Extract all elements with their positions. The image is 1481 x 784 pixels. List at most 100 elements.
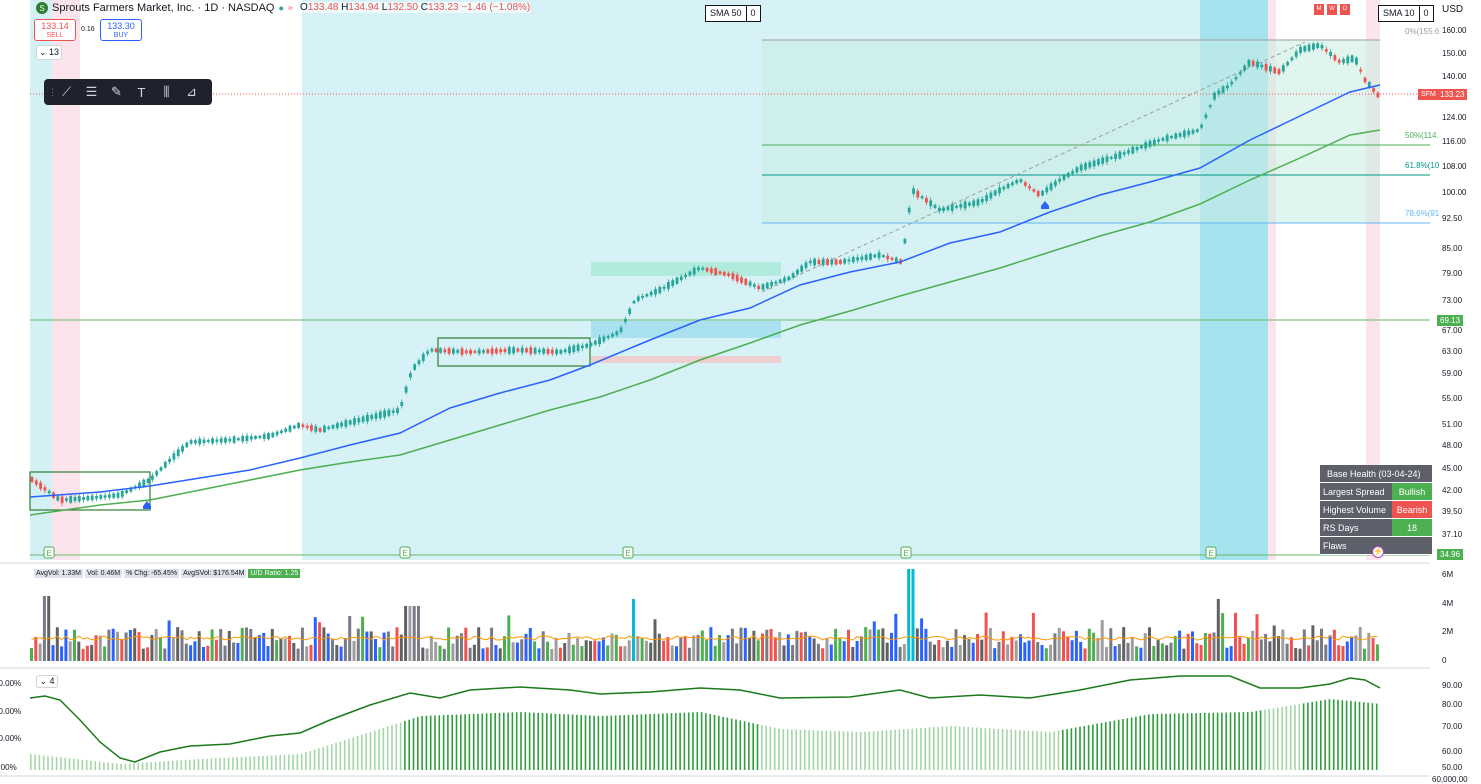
volume-bar [399,634,403,661]
candle-body [159,467,163,471]
volume-bar [468,647,472,661]
base-box-0[interactable] [29,471,151,511]
drag-handle-icon[interactable]: ⋮ [48,87,57,97]
rs-bar [391,725,393,770]
rs-bar [911,728,914,770]
candle-body [1041,190,1044,196]
earnings-marker-icon[interactable] [399,546,411,559]
rs-bar [249,756,251,770]
candle-body [404,386,408,393]
price-axis[interactable]: 160.00 150.00 140.00 124.00 116.00 108.00 100.… [1430,0,1481,560]
rs-bar [498,712,501,770]
candle-body [327,426,331,429]
candle-body [882,255,885,258]
base-box-1[interactable] [437,337,591,367]
rs-bar [477,713,479,770]
candle-body [632,300,636,304]
indicators-collapse-button[interactable]: ⌄ 13 [36,45,62,60]
candle-body [456,349,460,353]
candle-body [30,477,34,482]
candle-body [585,343,589,348]
rs-bar [236,757,238,770]
trend-line[interactable] [761,41,1306,293]
volume-bar [877,629,881,661]
currency-label[interactable]: USD [1442,4,1464,15]
earnings-marker-icon[interactable] [900,546,912,559]
volume-bar [692,635,696,661]
volume-bar [1212,632,1216,661]
symbol-header[interactable]: S Sprouts Farmers Market, Inc. · 1D · NA… [36,2,293,14]
indicator-axis[interactable]: 90.00 80.00 70.00 60.00 50.00 [1430,668,1481,776]
volume-bar [739,627,743,661]
level-tag-35: 34.96 [1437,549,1464,560]
rs-bar [804,729,806,770]
rs-bar [915,728,918,770]
fib-retracement-zone[interactable] [762,40,1380,223]
indicator-collapse-button[interactable]: ⌄ 4 [36,675,58,688]
earnings-marker-icon[interactable] [622,546,634,559]
measure-tool-icon[interactable]: ⊿ [186,84,197,99]
volume-bar [1277,636,1280,661]
candle-body [1329,52,1332,57]
lightning-icon[interactable]: ⚡ [1372,546,1384,558]
candle-body [744,278,748,285]
volume-bar [1117,644,1121,661]
candle-body [370,415,374,420]
rs-bar [675,713,677,770]
volume-bar [326,633,330,661]
rs-bar [1109,721,1111,770]
support-box[interactable] [591,321,781,338]
rs-bar [567,714,570,770]
rs-bar [1027,730,1030,770]
volume-bar [670,645,674,661]
volume-bar [1363,648,1366,661]
brush-tool-icon[interactable]: ✎ [111,84,122,99]
candle-body [168,458,171,463]
price-tick: 39.50 [1442,507,1463,516]
candle-body [1174,133,1178,139]
rs-bar [662,713,664,770]
resistance-box[interactable] [591,262,781,276]
rs-bar [116,763,118,770]
pattern-tool-icon[interactable]: ⫼ [163,84,170,99]
volume-bar [318,622,322,661]
rs-bar [1079,726,1081,770]
market-status-icon[interactable]: ● [278,3,284,13]
candle-body [473,350,477,353]
text-tool-icon[interactable]: T [137,84,146,100]
rs-bar [877,730,879,770]
rs-bar [1367,702,1369,770]
earnings-marker-icon[interactable] [43,546,55,559]
candle-body [99,495,103,499]
candle-body [34,480,38,485]
volume-axis[interactable]: 6M 4M 2M 0 [1430,563,1481,668]
pink-box[interactable] [591,356,781,363]
rs-bar [980,727,982,770]
rs-bar [472,713,475,770]
candle-body [1273,67,1277,74]
candle-body [86,496,90,501]
candle-body [219,438,223,443]
candle-body [783,277,786,282]
candle-body [1015,180,1019,184]
sma10-legend[interactable]: SMA 10 0 [1378,5,1434,22]
bottom-axis-label: 60,000,00 [1432,775,1468,784]
buy-flag-icon[interactable] [143,501,151,509]
volume-bar [202,646,205,661]
buy-flag-icon-2[interactable] [1041,201,1049,209]
rs-bar [692,712,694,770]
sma50-legend[interactable]: SMA 50 0 [705,5,761,22]
earnings-marker-icon[interactable] [1205,546,1217,559]
wave-icon[interactable]: ≈ [287,3,293,13]
candle-body [185,442,189,448]
rs-bar [546,713,548,770]
candle-body [1320,44,1324,49]
fib-tool-icon[interactable]: ☰ [85,84,98,99]
candle-body [1109,156,1113,159]
trendline-tool-icon[interactable]: ⟋ [61,84,72,99]
buy-button[interactable]: 133.30 BUY [100,19,142,41]
sell-button[interactable]: 133.14 SELL [34,19,76,41]
